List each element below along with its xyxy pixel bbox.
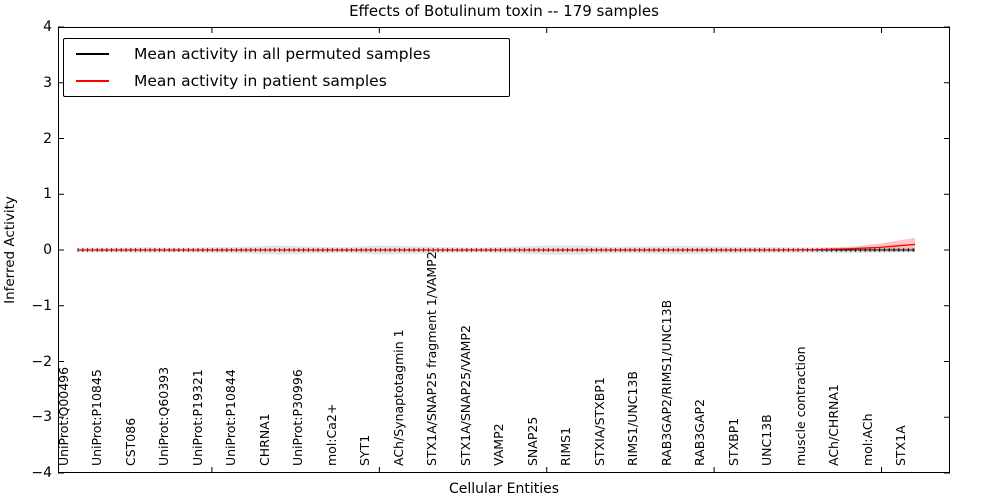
y-tick-label: 2 (43, 130, 52, 147)
x-tick-label: STXBP1 (725, 417, 741, 466)
x-tick-label: UniProt:P30996 (290, 369, 306, 466)
y-tick-label: 4 (43, 19, 52, 35)
x-tick-label: UNC13B (759, 414, 775, 466)
patient-line-swatch (76, 80, 109, 83)
y-tick-label: −1 (31, 297, 52, 314)
legend-label: Mean activity in patient samples (134, 72, 387, 91)
y-tick-label: 3 (43, 74, 52, 91)
x-tick-label: muscle contraction (792, 346, 808, 466)
x-tick-label: CST086 (122, 417, 138, 466)
axis-ticks (58, 26, 950, 474)
x-tick-label: mol:ACh (859, 413, 875, 467)
x-tick-label: STX1A/SNAP25 fragment 1/VAMP2 (424, 251, 440, 466)
x-tick-label: UniProt:P10845 (89, 369, 105, 466)
y-tick-label: −4 (31, 465, 52, 481)
x-tick-label: STX1A/SNAP25/VAMP2 (457, 325, 473, 466)
x-tick-label: mol:Ca2+ (323, 403, 339, 466)
x-tick-label: UniProt:Q00496 (56, 366, 71, 466)
x-tick-label: ACh/CHRNA1 (826, 384, 842, 466)
x-tick-label: RAB3GAP2 (692, 399, 708, 466)
x-tick-label: VAMP2 (491, 423, 507, 466)
x-tick-label: STXIA/STXBP1 (591, 377, 607, 466)
x-tick-label: RIMS1 (558, 426, 574, 466)
y-tick-label: 1 (43, 186, 52, 203)
legend-item-permuted: Mean activity in all permuted samples (64, 41, 509, 67)
chart-title: Effects of Botulinum toxin -- 179 sample… (349, 2, 659, 20)
x-tick-label: SYT1 (357, 434, 373, 466)
x-tick-label: SNAP25 (524, 416, 540, 466)
legend-item-patient: Mean activity in patient samples (64, 68, 509, 94)
legend: Mean activity in all permuted samples Me… (63, 38, 510, 97)
x-tick-label: ACh/Synaptotagmin 1 (390, 329, 406, 466)
x-tick-label: RIMS1/UNC13B (625, 371, 641, 466)
x-tick-label: UniProt:Q60393 (156, 366, 172, 466)
x-tick-label: RAB3GAP2/RIMS1/UNC13B (658, 299, 674, 466)
permuted-line-swatch (76, 52, 109, 55)
x-tick-label: UniProt:P19321 (189, 369, 205, 466)
y-tick-label: 0 (43, 242, 52, 258)
x-tick-label: STX1A (893, 425, 908, 466)
y-tick-label: −3 (31, 409, 52, 426)
y-tick-label: −2 (31, 353, 52, 370)
patient-mean-line (78, 243, 916, 251)
x-tick-label: CHRNA1 (256, 413, 272, 466)
x-tick-label: UniProt:P10844 (223, 369, 239, 466)
x-axis-label: Cellular Entities (448, 481, 560, 497)
legend-label: Mean activity in all permuted samples (134, 44, 431, 63)
